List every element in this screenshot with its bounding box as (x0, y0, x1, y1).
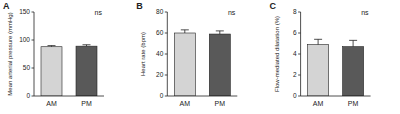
error-bar (181, 30, 189, 33)
y-tick (298, 96, 301, 97)
x-axis (167, 96, 237, 97)
y-tick-label: 6 (293, 29, 297, 36)
annotation: ns (361, 9, 369, 16)
x-tick-label: PM (215, 100, 226, 107)
panel: B Heart rate (bpm) AM PM 0 20 40 60 80 ns (136, 1, 237, 107)
panel-label: B (136, 1, 143, 11)
x-axis (301, 96, 371, 97)
y-axis-label: Mean arterial pressure (mmHg) (7, 12, 13, 95)
x-tick-label: PM (81, 100, 92, 107)
y-tick-label: 0 (26, 92, 30, 99)
bar (41, 47, 62, 96)
annotation: ns (228, 9, 236, 16)
y-tick (32, 40, 35, 41)
y-tick (298, 54, 301, 55)
y-tick-label: 8 (293, 8, 297, 15)
figure: AMean arterial pressure (mmHg) AM PM 0 50 100… (0, 0, 400, 114)
y-tick-label: 0 (293, 92, 297, 99)
error-bar (83, 45, 91, 46)
y-tick (298, 75, 301, 76)
y-tick (165, 75, 168, 76)
y-tick-label: 20 (156, 71, 164, 78)
annotation: ns (95, 9, 103, 16)
x-tick-label: AM (180, 100, 191, 107)
error-bar (349, 40, 357, 46)
y-tick-label: 60 (156, 29, 164, 36)
marks (41, 45, 97, 96)
y-axis (34, 12, 35, 96)
x-axis (34, 96, 104, 97)
panel: C Flow-mediated dilatation (%) AM PM 0 2 4 6 8 ns (270, 1, 371, 107)
x-tick-label: PM (348, 100, 359, 107)
y-tick (165, 96, 168, 97)
y-tick-label: 0 (160, 92, 164, 99)
y-tick-label: 150 (19, 8, 30, 15)
y-tick (165, 54, 168, 55)
y-axis-label: Flow-mediated dilatation (%) (274, 16, 280, 92)
bar (343, 47, 364, 96)
x-tick-label: AM (46, 100, 57, 107)
bar (308, 45, 329, 96)
y-tick (165, 33, 168, 34)
y-tick-label: 80 (156, 8, 164, 15)
x-tick-label: AM (313, 100, 324, 107)
bar (174, 33, 195, 96)
y-tick-label: 4 (293, 50, 297, 57)
panel: AMean arterial pressure (mmHg) AM PM 0 50 100… (3, 1, 104, 107)
y-tick (298, 33, 301, 34)
y-axis-label: Heart rate (bpm) (140, 32, 146, 76)
y-tick (32, 96, 35, 97)
y-tick (165, 12, 168, 13)
error-bar (216, 31, 224, 34)
y-tick-label: 100 (19, 36, 30, 43)
y-tick-label: 50 (23, 64, 31, 71)
panel-label: A (3, 1, 10, 11)
y-tick-label: 2 (293, 71, 297, 78)
y-tick (298, 12, 301, 13)
marks (174, 30, 230, 96)
y-tick-label: 40 (156, 50, 164, 57)
bar (76, 46, 97, 96)
y-tick (32, 12, 35, 13)
error-bar (48, 46, 56, 47)
bar (209, 34, 230, 96)
y-tick (32, 68, 35, 69)
marks (308, 39, 364, 96)
panel-label: C (270, 1, 277, 11)
error-bar (314, 39, 322, 44)
